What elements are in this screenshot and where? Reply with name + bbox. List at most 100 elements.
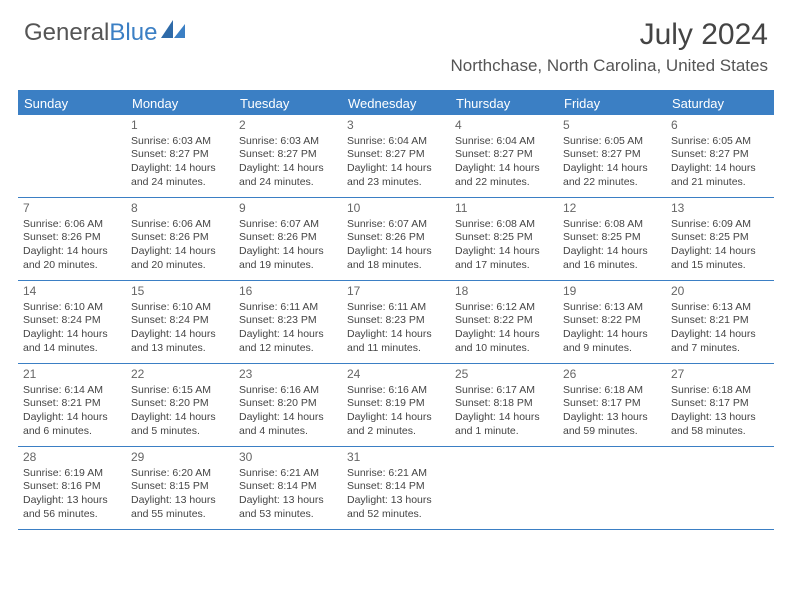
- day-number: 9: [239, 201, 337, 217]
- day-cell: 17Sunrise: 6:11 AMSunset: 8:23 PMDayligh…: [342, 281, 450, 363]
- sunrise-text: Sunrise: 6:04 AM: [347, 135, 445, 149]
- sunset-text: Sunset: 8:26 PM: [347, 231, 445, 245]
- day-cell: [450, 447, 558, 529]
- day-number: 10: [347, 201, 445, 217]
- daylight-text: Daylight: 14 hours and 13 minutes.: [131, 328, 229, 355]
- brand-blue: Blue: [109, 19, 157, 47]
- daylight-text: Daylight: 14 hours and 24 minutes.: [131, 162, 229, 189]
- title-block: July 2024 Northchase, North Carolina, Un…: [451, 18, 769, 76]
- sunrise-text: Sunrise: 6:14 AM: [23, 384, 121, 398]
- day-cell: 7Sunrise: 6:06 AMSunset: 8:26 PMDaylight…: [18, 198, 126, 280]
- sunset-text: Sunset: 8:27 PM: [455, 148, 553, 162]
- day-cell: 8Sunrise: 6:06 AMSunset: 8:26 PMDaylight…: [126, 198, 234, 280]
- sunset-text: Sunset: 8:20 PM: [131, 397, 229, 411]
- day-number: 24: [347, 367, 445, 383]
- sunrise-text: Sunrise: 6:07 AM: [239, 218, 337, 232]
- daylight-text: Daylight: 13 hours and 52 minutes.: [347, 494, 445, 521]
- sunset-text: Sunset: 8:22 PM: [455, 314, 553, 328]
- sunset-text: Sunset: 8:26 PM: [131, 231, 229, 245]
- week-row: 7Sunrise: 6:06 AMSunset: 8:26 PMDaylight…: [18, 198, 774, 281]
- daylight-text: Daylight: 14 hours and 4 minutes.: [239, 411, 337, 438]
- daylight-text: Daylight: 14 hours and 17 minutes.: [455, 245, 553, 272]
- daylight-text: Daylight: 14 hours and 22 minutes.: [563, 162, 661, 189]
- sunset-text: Sunset: 8:27 PM: [563, 148, 661, 162]
- sunrise-text: Sunrise: 6:21 AM: [239, 467, 337, 481]
- day-cell: 23Sunrise: 6:16 AMSunset: 8:20 PMDayligh…: [234, 364, 342, 446]
- day-cell: 20Sunrise: 6:13 AMSunset: 8:21 PMDayligh…: [666, 281, 774, 363]
- day-number: 20: [671, 284, 769, 300]
- day-cell: 28Sunrise: 6:19 AMSunset: 8:16 PMDayligh…: [18, 447, 126, 529]
- day-number: 17: [347, 284, 445, 300]
- daylight-text: Daylight: 14 hours and 1 minute.: [455, 411, 553, 438]
- weeks-container: 1Sunrise: 6:03 AMSunset: 8:27 PMDaylight…: [18, 115, 774, 530]
- daylight-text: Daylight: 14 hours and 21 minutes.: [671, 162, 769, 189]
- sunrise-text: Sunrise: 6:05 AM: [671, 135, 769, 149]
- day-number: 5: [563, 118, 661, 134]
- daylight-text: Daylight: 14 hours and 7 minutes.: [671, 328, 769, 355]
- sunrise-text: Sunrise: 6:21 AM: [347, 467, 445, 481]
- day-header-sun: Sunday: [18, 92, 126, 115]
- sunrise-text: Sunrise: 6:18 AM: [671, 384, 769, 398]
- sunrise-text: Sunrise: 6:06 AM: [23, 218, 121, 232]
- sunrise-text: Sunrise: 6:13 AM: [671, 301, 769, 315]
- day-cell: 9Sunrise: 6:07 AMSunset: 8:26 PMDaylight…: [234, 198, 342, 280]
- sunset-text: Sunset: 8:25 PM: [563, 231, 661, 245]
- sunset-text: Sunset: 8:19 PM: [347, 397, 445, 411]
- sunrise-text: Sunrise: 6:04 AM: [455, 135, 553, 149]
- sunset-text: Sunset: 8:18 PM: [455, 397, 553, 411]
- sunset-text: Sunset: 8:14 PM: [347, 480, 445, 494]
- sunrise-text: Sunrise: 6:08 AM: [563, 218, 661, 232]
- day-header-tue: Tuesday: [234, 92, 342, 115]
- sunset-text: Sunset: 8:27 PM: [671, 148, 769, 162]
- daylight-text: Daylight: 14 hours and 20 minutes.: [23, 245, 121, 272]
- day-cell: 12Sunrise: 6:08 AMSunset: 8:25 PMDayligh…: [558, 198, 666, 280]
- daylight-text: Daylight: 14 hours and 24 minutes.: [239, 162, 337, 189]
- day-cell: 1Sunrise: 6:03 AMSunset: 8:27 PMDaylight…: [126, 115, 234, 197]
- sunset-text: Sunset: 8:25 PM: [671, 231, 769, 245]
- day-number: 11: [455, 201, 553, 217]
- day-number: 22: [131, 367, 229, 383]
- sunrise-text: Sunrise: 6:17 AM: [455, 384, 553, 398]
- sunset-text: Sunset: 8:21 PM: [23, 397, 121, 411]
- sunset-text: Sunset: 8:25 PM: [455, 231, 553, 245]
- sunrise-text: Sunrise: 6:07 AM: [347, 218, 445, 232]
- day-header-sat: Saturday: [666, 92, 774, 115]
- day-cell: 2Sunrise: 6:03 AMSunset: 8:27 PMDaylight…: [234, 115, 342, 197]
- day-cell: 19Sunrise: 6:13 AMSunset: 8:22 PMDayligh…: [558, 281, 666, 363]
- sunset-text: Sunset: 8:27 PM: [239, 148, 337, 162]
- day-number: 16: [239, 284, 337, 300]
- day-number: 31: [347, 450, 445, 466]
- day-cell: 11Sunrise: 6:08 AMSunset: 8:25 PMDayligh…: [450, 198, 558, 280]
- day-number: 15: [131, 284, 229, 300]
- sunrise-text: Sunrise: 6:03 AM: [131, 135, 229, 149]
- day-number: 29: [131, 450, 229, 466]
- page-header: GeneralBlue July 2024 Northchase, North …: [0, 0, 792, 82]
- sunrise-text: Sunrise: 6:08 AM: [455, 218, 553, 232]
- sunset-text: Sunset: 8:15 PM: [131, 480, 229, 494]
- daylight-text: Daylight: 14 hours and 22 minutes.: [455, 162, 553, 189]
- day-cell: 30Sunrise: 6:21 AMSunset: 8:14 PMDayligh…: [234, 447, 342, 529]
- sunset-text: Sunset: 8:22 PM: [563, 314, 661, 328]
- daylight-text: Daylight: 13 hours and 58 minutes.: [671, 411, 769, 438]
- sunset-text: Sunset: 8:20 PM: [239, 397, 337, 411]
- calendar-grid: Sunday Monday Tuesday Wednesday Thursday…: [18, 90, 774, 530]
- sunrise-text: Sunrise: 6:12 AM: [455, 301, 553, 315]
- day-cell: 5Sunrise: 6:05 AMSunset: 8:27 PMDaylight…: [558, 115, 666, 197]
- week-row: 14Sunrise: 6:10 AMSunset: 8:24 PMDayligh…: [18, 281, 774, 364]
- day-cell: 21Sunrise: 6:14 AMSunset: 8:21 PMDayligh…: [18, 364, 126, 446]
- daylight-text: Daylight: 14 hours and 11 minutes.: [347, 328, 445, 355]
- daylight-text: Daylight: 14 hours and 15 minutes.: [671, 245, 769, 272]
- day-cell: [558, 447, 666, 529]
- day-cell: 25Sunrise: 6:17 AMSunset: 8:18 PMDayligh…: [450, 364, 558, 446]
- daylight-text: Daylight: 13 hours and 59 minutes.: [563, 411, 661, 438]
- day-header-mon: Monday: [126, 92, 234, 115]
- sunset-text: Sunset: 8:16 PM: [23, 480, 121, 494]
- day-number: 8: [131, 201, 229, 217]
- day-header-wed: Wednesday: [342, 92, 450, 115]
- day-number: 28: [23, 450, 121, 466]
- sunrise-text: Sunrise: 6:16 AM: [239, 384, 337, 398]
- week-row: 28Sunrise: 6:19 AMSunset: 8:16 PM Dayligh…: [18, 447, 774, 530]
- day-cell: 14Sunrise: 6:10 AMSunset: 8:24 PMDayligh…: [18, 281, 126, 363]
- sunrise-text: Sunrise: 6:19 AM: [23, 467, 121, 481]
- sunset-text: Sunset: 8:17 PM: [563, 397, 661, 411]
